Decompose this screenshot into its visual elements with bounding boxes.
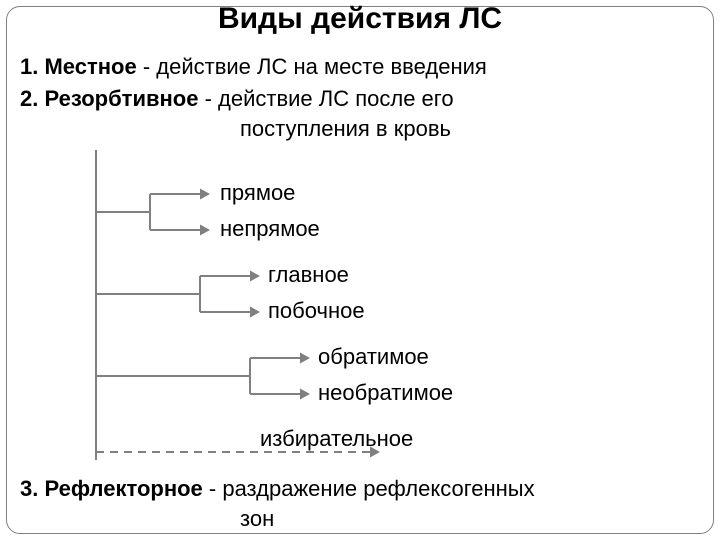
slide-title: Виды действия ЛС bbox=[0, 2, 720, 36]
tree-label: обратимое bbox=[318, 344, 429, 370]
item-2: 2. Резорбтивное - действие ЛС после его bbox=[20, 86, 454, 112]
tree-label: побочное bbox=[268, 298, 365, 324]
item-3-cont: зон bbox=[240, 506, 274, 532]
tree-label: главное bbox=[268, 262, 349, 288]
item-2-cont-text: поступления в кровь bbox=[240, 116, 451, 141]
title-text: Виды действия ЛС bbox=[218, 2, 502, 35]
item-3-rest: - раздражение рефлексогенных bbox=[203, 476, 535, 501]
item-1-rest: - действие ЛС на месте введения bbox=[137, 54, 487, 79]
item-1-bold: 1. Местное bbox=[20, 54, 137, 79]
item-2-rest: - действие ЛС после его bbox=[198, 86, 453, 111]
tree-label: избирательное bbox=[260, 426, 413, 452]
tree-label: необратимое bbox=[318, 380, 453, 406]
item-3-bold: 3. Рефлекторное bbox=[20, 476, 203, 501]
item-3-cont-text: зон bbox=[240, 506, 274, 531]
item-2-bold: 2. Резорбтивное bbox=[20, 86, 198, 111]
item-2-cont: поступления в кровь bbox=[240, 116, 451, 142]
item-1: 1. Местное - действие ЛС на месте введен… bbox=[20, 54, 487, 80]
item-3: 3. Рефлекторное - раздражение рефлексоге… bbox=[20, 476, 535, 502]
tree-label: непрямое bbox=[220, 216, 320, 242]
tree-label: прямое bbox=[220, 180, 295, 206]
